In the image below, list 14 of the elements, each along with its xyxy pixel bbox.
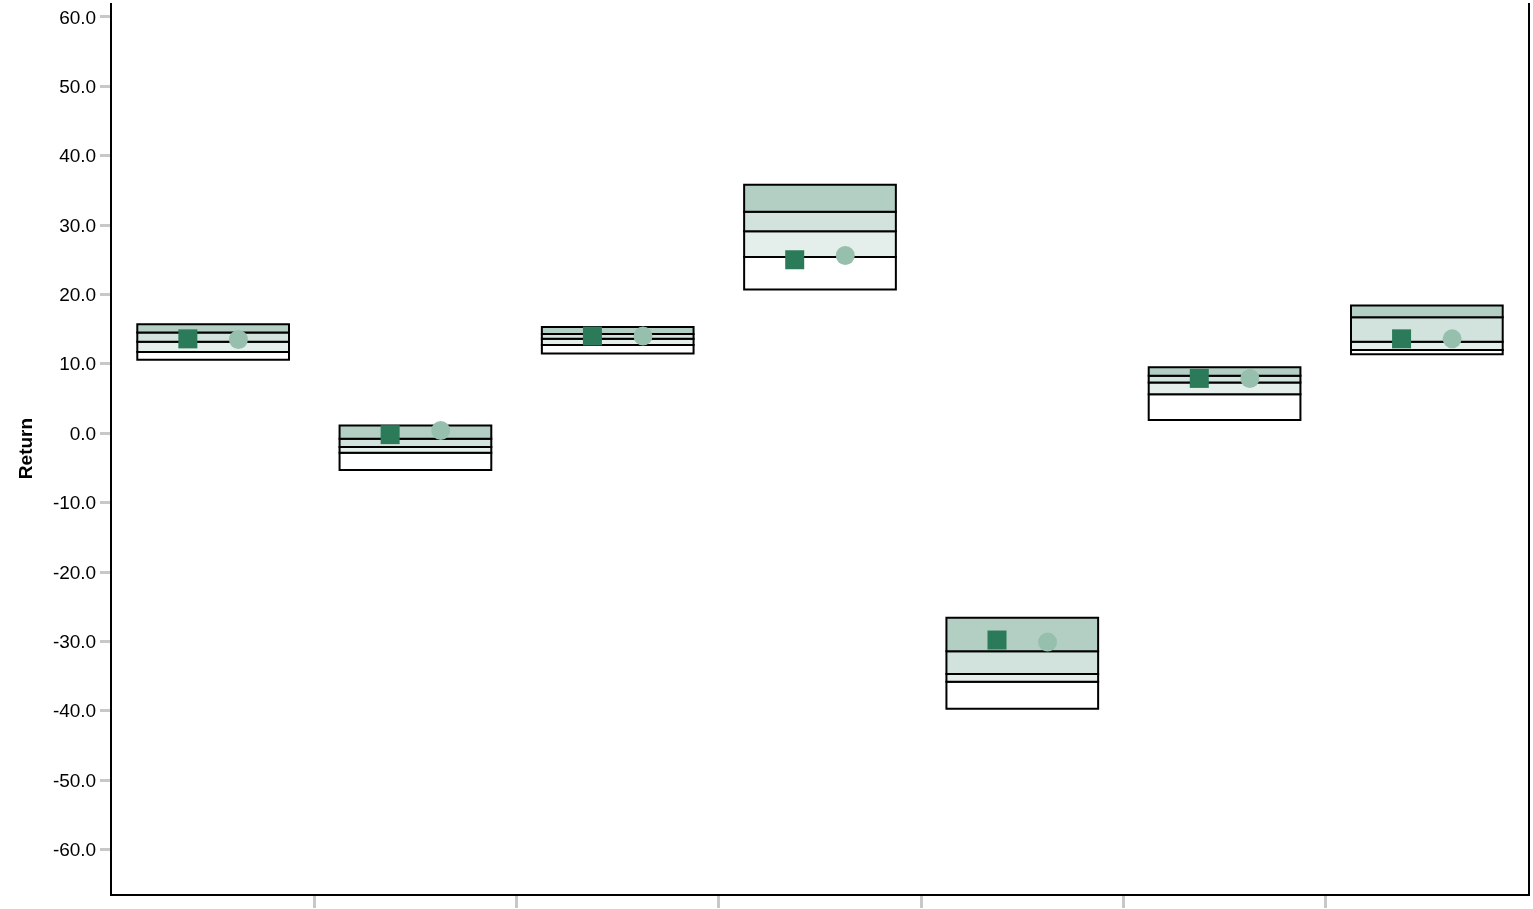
y-tick-label: 30.0 bbox=[59, 214, 97, 236]
y-tick-label: 10.0 bbox=[59, 353, 97, 375]
y-tick-label: 40.0 bbox=[59, 145, 97, 167]
y-tick-label: -10.0 bbox=[52, 492, 97, 514]
y-tick-label: 50.0 bbox=[59, 75, 97, 97]
y-tick-label: -20.0 bbox=[52, 561, 97, 583]
y-tick-label: -50.0 bbox=[52, 769, 97, 791]
y-tick-label: -40.0 bbox=[52, 700, 97, 722]
y-tick-label: -30.0 bbox=[52, 631, 97, 653]
y-tick-label: -60.0 bbox=[52, 839, 97, 861]
y-axis-title: Return bbox=[15, 417, 37, 480]
y-tick-label: 0.0 bbox=[69, 422, 97, 444]
y-tick-label: 60.0 bbox=[59, 6, 97, 28]
y-tick-label: 20.0 bbox=[59, 284, 97, 306]
